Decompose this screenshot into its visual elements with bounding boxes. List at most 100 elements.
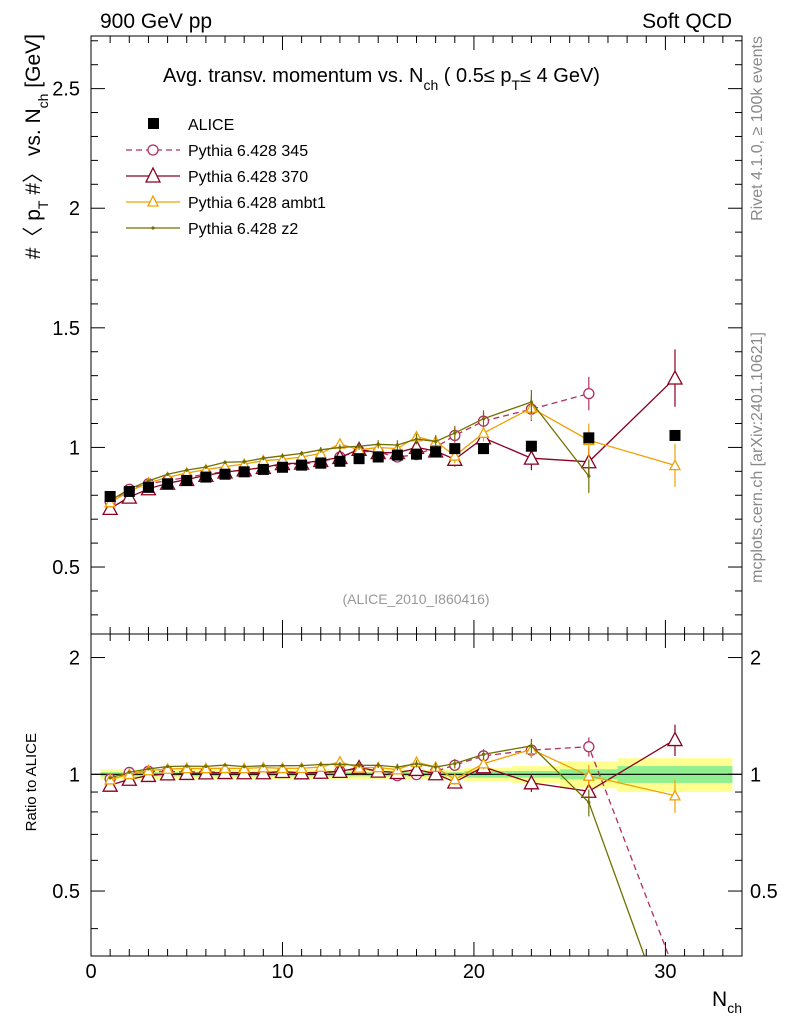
xlabel-sub: ch — [727, 1000, 742, 1016]
xlabel-main: N — [712, 988, 727, 1011]
main-point-z2-20 — [529, 400, 533, 404]
main-point-z2-19 — [481, 417, 486, 421]
legend-label-z2: Pythia 6.428 z2 — [188, 221, 298, 238]
ratio-point-z2-12 — [338, 762, 342, 766]
main-point-z2-3 — [165, 472, 170, 476]
main-point-alice-14 — [372, 451, 384, 463]
ratio-point-z2-3 — [165, 764, 170, 769]
legend-marker-ambt1 — [146, 194, 160, 207]
main-point-z2-8 — [261, 456, 265, 460]
legend-label-p370: Pythia 6.428 370 — [188, 169, 308, 186]
main-ytick-label-2: 1.5 — [52, 318, 80, 340]
ratio-axis-ticks: 0.5 0.5 1 1 2 2 — [52, 634, 778, 956]
ratio-ytick-label-left-0: 0.5 — [52, 881, 80, 903]
ratio-point-p345-21 — [583, 741, 595, 753]
main-point-z2-2 — [146, 479, 151, 483]
main-point-alice-2 — [142, 481, 154, 493]
ylabel-b: #〉 vs. N — [22, 108, 45, 200]
ratio-point-p370-22 — [666, 731, 684, 747]
main-point-ambt1-22 — [668, 458, 682, 471]
main-point-z2-17 — [434, 439, 438, 444]
main-point-z2-7 — [242, 460, 246, 464]
ratio-point-z2-16 — [414, 762, 419, 766]
main-point-ambt1-11 — [314, 447, 327, 459]
ratio-point-ambt1-22 — [668, 789, 682, 801]
main-point-alice-13 — [353, 453, 365, 465]
ratio-point-z2-7 — [242, 764, 246, 769]
ratio-point-z2-18 — [453, 762, 457, 766]
main-point-z2-11 — [319, 448, 323, 452]
ratio-point-z2-19 — [481, 752, 486, 756]
title-range-open: ( 0.5≤ p — [438, 65, 511, 87]
title-range-close: ≤ 4 GeV) — [520, 65, 600, 87]
main-point-alice-19 — [478, 443, 490, 455]
main-point-alice-9 — [276, 461, 288, 473]
main-point-alice-7 — [238, 466, 250, 478]
rivet-label: Rivet 4.1.0, ≥ 100k events — [749, 36, 766, 221]
main-point-alice-12 — [334, 455, 346, 467]
ratio-ytick-label-left-1: 1 — [69, 764, 80, 786]
main-ylabel: #〈 pT #〉 vs. Nch [GeV] — [22, 34, 51, 259]
ylabel-c: [GeV] — [22, 34, 45, 94]
ratio-point-ambt1-4 — [180, 761, 193, 774]
main-point-alice-6 — [219, 468, 231, 480]
main-point-alice-15 — [391, 449, 403, 461]
ratio-point-z2-13 — [357, 763, 361, 767]
main-point-alice-20 — [525, 440, 537, 452]
ratio-point-z2-2 — [146, 767, 151, 771]
title-range-sub: T — [511, 77, 520, 93]
ratio-point-z2-11 — [319, 762, 323, 767]
ratio-point-ambt1-9 — [276, 761, 289, 774]
ratio-point-ambt1-1 — [123, 767, 136, 780]
ratio-point-p370-17 — [427, 765, 444, 781]
ratio-point-ambt1-21 — [582, 769, 595, 781]
main-point-alice-16 — [411, 448, 422, 460]
x-axis-label: Nch — [712, 988, 742, 1016]
ylabel-a-sub: T — [35, 200, 51, 209]
main-point-alice-8 — [257, 463, 269, 475]
ratio-point-ambt1-5 — [199, 762, 212, 774]
main-point-alice-22 — [669, 429, 681, 441]
main-point-alice-3 — [162, 478, 174, 490]
main-point-alice-17 — [430, 446, 442, 458]
chart-title: Avg. transv. momentum vs. Nch ( 0.5≤ pT≤… — [163, 65, 600, 93]
main-point-p370-22 — [666, 369, 684, 385]
x-tick-label-3: 30 — [654, 961, 676, 983]
main-point-alice-1 — [123, 485, 135, 497]
main-point-z2-10 — [300, 451, 304, 456]
main-point-ambt1-18 — [448, 449, 461, 461]
analysis-id: (ALICE_2010_I860416) — [342, 591, 489, 607]
main-point-alice-10 — [296, 459, 308, 471]
main-point-z2-21 — [587, 474, 591, 478]
main-series-layer — [102, 349, 684, 516]
main-point-alice-21 — [583, 432, 595, 444]
ratio-ytick-label-right-1: 1 — [750, 764, 761, 786]
title-main: Avg. transv. momentum vs. N — [163, 65, 423, 87]
main-point-z2-14 — [376, 442, 380, 446]
ratio-point-z2-6 — [223, 763, 227, 767]
ratio-ytick-label-right-2: 2 — [750, 648, 761, 670]
ratio-point-ambt1-6 — [218, 761, 232, 774]
ratio-ytick-label-left-2: 2 — [69, 648, 80, 670]
header-right: Soft QCD — [642, 10, 732, 33]
main-point-z2-5 — [204, 465, 208, 469]
main-panel: 0.511.522.5 Avg. transv. momentum vs. Nc… — [22, 34, 743, 635]
main-point-alice-4 — [181, 474, 193, 486]
main-point-alice-18 — [449, 443, 461, 455]
main-point-z2-16 — [414, 437, 419, 441]
main-point-z2-15 — [395, 443, 399, 447]
main-ytick-label-1: 1 — [69, 437, 80, 459]
ratio-series-layer — [102, 724, 684, 956]
header-left: 900 GeV pp — [100, 10, 212, 33]
legend-label-ambt1: Pythia 6.428 ambt1 — [188, 195, 326, 212]
legend-marker-z2 — [151, 226, 155, 230]
ylabel-a: #〈 p — [22, 209, 45, 259]
ratio-point-z2-15 — [395, 765, 399, 769]
ratio-point-z2-14 — [376, 763, 380, 767]
legend: ALICE Pythia 6.428 345 Pythia 6.428 370 … — [126, 117, 326, 238]
ratio-point-z2-10 — [300, 764, 304, 768]
legend-label-alice: ALICE — [188, 117, 234, 134]
x-tick-label-2: 20 — [463, 961, 485, 983]
main-point-alice-0 — [104, 490, 116, 502]
legend-marker-p370 — [144, 166, 162, 183]
